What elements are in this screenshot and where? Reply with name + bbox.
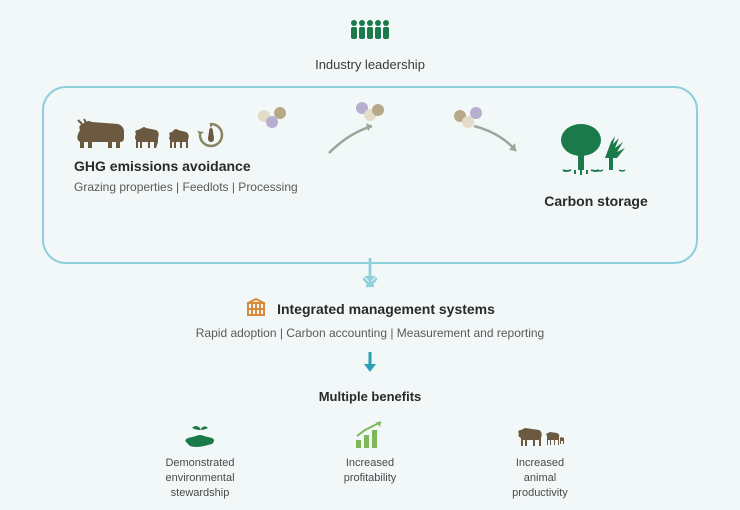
tree-icon — [551, 122, 641, 178]
benefit-label-1: Increased profitability — [310, 456, 430, 486]
integrated-subtitle: Rapid adoption | Carbon accounting | Mea… — [0, 326, 740, 340]
arrow-up-left — [324, 118, 384, 158]
main-process-box: GHG emissions avoidance Grazing properti… — [42, 86, 698, 264]
arrow-to-benefits — [0, 350, 740, 381]
benefits-row: Demonstrated environmental stewardship I… — [0, 416, 740, 501]
cycle-icon — [196, 120, 226, 150]
chart-up-icon — [310, 416, 430, 450]
people-icon — [348, 18, 392, 51]
integrated-title: Integrated management systems — [277, 301, 495, 317]
hand-plant-icon — [140, 416, 260, 450]
integrated-management-section: Integrated management systems Rapid adop… — [0, 298, 740, 340]
carbon-storage-label: Carbon storage — [526, 193, 666, 209]
animals-small-icon — [480, 416, 600, 450]
arrow-down-right — [466, 118, 526, 158]
benefit-stewardship: Demonstrated environmental stewardship — [140, 416, 260, 501]
carbon-storage-section: Carbon storage — [526, 116, 666, 209]
benefit-label-0: Demonstrated environmental stewardship — [140, 456, 260, 501]
industry-leadership-label: Industry leadership — [0, 57, 740, 72]
benefits-title: Multiple benefits — [0, 389, 740, 404]
connector-arrow-down — [350, 258, 390, 294]
sheep-icon — [132, 124, 162, 150]
goat-icon — [166, 128, 192, 150]
ghg-subtitle: Grazing properties | Feedlots | Processi… — [74, 180, 334, 194]
industry-leadership-section: Industry leadership — [0, 0, 740, 72]
cow-icon — [74, 116, 128, 150]
benefit-productivity: Increased animal productivity — [480, 416, 600, 501]
gate-icon — [245, 298, 267, 320]
benefit-label-2: Increased animal productivity — [480, 456, 600, 501]
ghg-title: GHG emissions avoidance — [74, 158, 334, 174]
benefit-profitability: Increased profitability — [310, 416, 430, 501]
